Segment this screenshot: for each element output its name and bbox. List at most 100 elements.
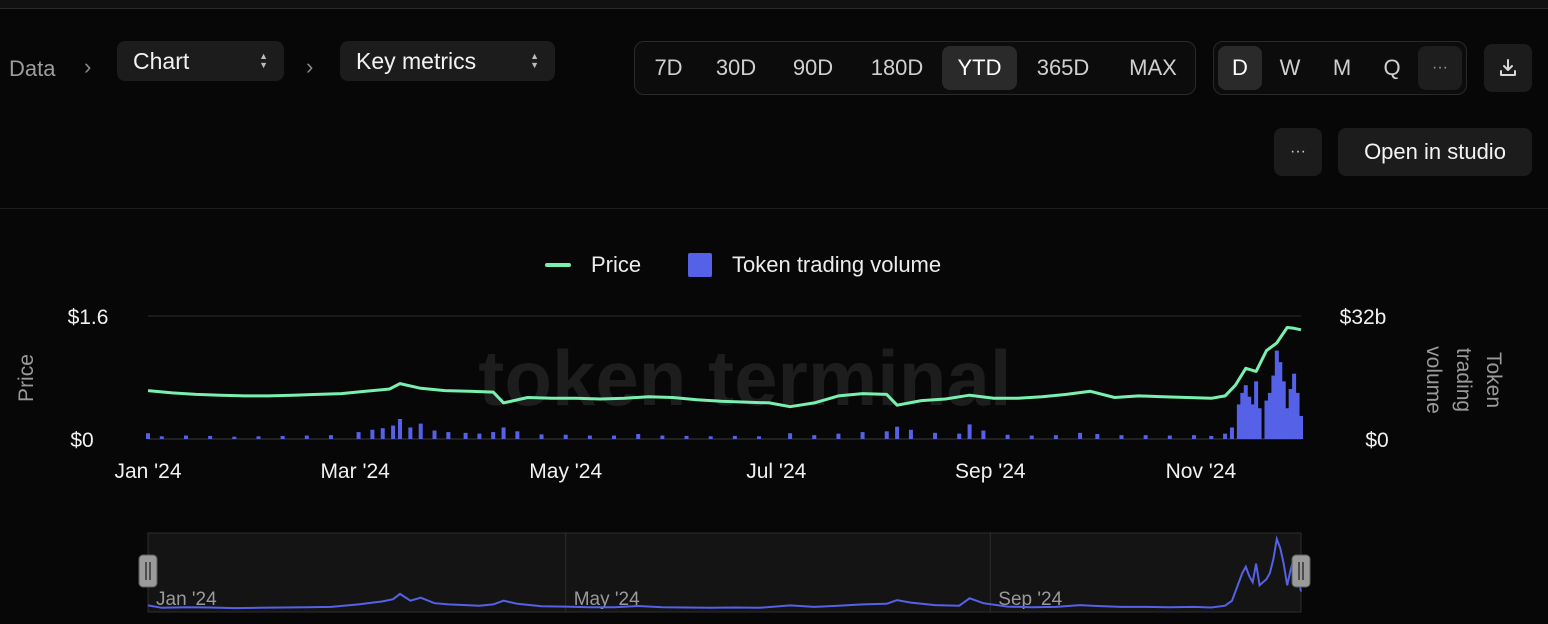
granularity-day-button[interactable]: D xyxy=(1218,46,1262,90)
y-axis-ticks: $1.6 $0 $32b $0 xyxy=(68,306,1389,452)
chevron-up-down-icon: ▲ ▼ xyxy=(259,51,268,70)
volume-bar xyxy=(612,435,617,439)
metric-select-value: Key metrics xyxy=(356,47,477,74)
volume-bar xyxy=(1191,435,1196,439)
range-ytd-button[interactable]: YTD xyxy=(942,46,1017,90)
navigator-left-handle[interactable] xyxy=(138,554,158,588)
volume-bar xyxy=(895,426,900,439)
volume-bar xyxy=(1250,404,1255,439)
x-tick-label: Nov '24 xyxy=(1166,460,1237,483)
volume-bar xyxy=(232,436,237,439)
volume-bar xyxy=(539,434,544,439)
granularity-more-button[interactable]: ··· xyxy=(1418,46,1462,90)
volume-bar xyxy=(501,427,506,439)
volume-bar xyxy=(1209,435,1214,439)
volume-bar xyxy=(183,435,188,439)
y-right-axis-label-word: trading xyxy=(1452,348,1475,412)
metric-select[interactable]: Key metrics ▲ ▼ xyxy=(340,41,555,81)
volume-bar xyxy=(812,435,817,439)
chart-grid xyxy=(148,315,1301,440)
volume-bar xyxy=(1095,434,1100,439)
volume-bar xyxy=(391,425,396,439)
y-left-tick-min: $0 xyxy=(70,429,93,452)
legend-label-price: Price xyxy=(591,252,642,277)
volume-bar xyxy=(1257,408,1262,439)
volume-bar xyxy=(563,434,568,439)
volume-bar xyxy=(1223,433,1228,439)
volume-bar xyxy=(967,424,972,439)
toolbar: Data › Chart ▲ ▼ › Key metrics ▲ ▼ 7D 30D … xyxy=(0,8,1548,209)
range-30d-button[interactable]: 30D xyxy=(715,55,757,80)
volume-bar xyxy=(418,423,423,439)
volume-bar xyxy=(370,429,375,439)
download-button[interactable] xyxy=(1484,44,1532,92)
chevron-up-down-icon: ▲ ▼ xyxy=(530,51,539,70)
volume-bar xyxy=(757,436,762,439)
more-options-button[interactable]: ··· xyxy=(1274,128,1322,176)
range-90d-button[interactable]: 90D xyxy=(792,55,834,80)
range-180d-button[interactable]: 180D xyxy=(870,55,924,80)
volume-bar xyxy=(660,435,665,439)
y-left-tick-max: $1.6 xyxy=(68,306,109,329)
volume-bar xyxy=(1167,435,1172,439)
volume-bar xyxy=(446,432,451,439)
volume-bar xyxy=(1229,427,1234,439)
volume-bar xyxy=(957,433,962,439)
volume-bar xyxy=(1288,389,1293,439)
volume-bar xyxy=(636,434,641,439)
volume-bar xyxy=(280,435,285,439)
y-left-axis-label: Price xyxy=(15,354,38,402)
y-right-tick-min: $0 xyxy=(1365,429,1388,452)
volume-bar xyxy=(708,436,713,439)
range-max-button[interactable]: MAX xyxy=(1129,55,1177,80)
x-tick-label: Jul '24 xyxy=(746,460,806,483)
granularity-month-button[interactable]: M xyxy=(1332,55,1352,80)
time-range-group: 7D 30D 90D 180D YTD 365D MAX xyxy=(634,41,1196,95)
volume-bar xyxy=(981,430,986,439)
volume-bar xyxy=(860,432,865,439)
volume-bar xyxy=(1078,432,1083,439)
legend-item-volume[interactable]: Token trading volume xyxy=(688,252,941,278)
volume-bar xyxy=(356,432,361,439)
navigator-right-handle[interactable] xyxy=(1291,554,1311,588)
granularity-week-button[interactable]: W xyxy=(1279,55,1301,80)
breadcrumb-data[interactable]: Data xyxy=(9,56,56,81)
navigator-tick-label: Sep '24 xyxy=(998,589,1062,610)
volume-bar xyxy=(1029,435,1034,439)
volume-bar xyxy=(1240,392,1245,439)
granularity-quarter-button[interactable]: Q xyxy=(1383,55,1401,80)
y-right-axis-label: Token trading volume xyxy=(1422,346,1505,414)
legend-item-price[interactable]: Price xyxy=(545,252,641,278)
volume-bar xyxy=(146,433,150,439)
open-in-studio-button[interactable]: Open in studio xyxy=(1338,128,1532,176)
volume-bar xyxy=(1267,392,1272,439)
volume-bar xyxy=(304,435,309,439)
volume-bar xyxy=(1274,350,1279,439)
volume-bar xyxy=(1299,415,1303,439)
volume-bars xyxy=(146,350,1303,439)
range-365d-button[interactable]: 365D xyxy=(1036,55,1090,80)
y-right-tick-max: $32b xyxy=(1340,306,1387,329)
x-tick-label: Sep '24 xyxy=(955,460,1026,483)
chevron-right-icon: › xyxy=(84,54,92,79)
navigator-volume-line xyxy=(147,535,1302,610)
y-right-axis-label-word: volume xyxy=(1422,346,1445,414)
volume-bar xyxy=(256,436,261,439)
volume-bar xyxy=(1292,373,1297,439)
volume-bar xyxy=(432,430,437,439)
volume-bar xyxy=(587,435,592,439)
view-select[interactable]: Chart ▲ ▼ xyxy=(117,41,284,81)
y-right-axis-label-word: Token xyxy=(1482,352,1505,408)
navigator-selection xyxy=(147,532,1302,613)
x-axis-ticks: Jan '24 Mar '24 May '24 Jul '24 Sep '24 Nov '… xyxy=(114,460,1236,483)
volume-bar xyxy=(788,433,793,439)
volume-bar xyxy=(684,435,689,439)
volume-bar xyxy=(884,431,889,439)
navigator-tick-label: Jan '24 xyxy=(156,589,217,610)
view-select-value: Chart xyxy=(133,47,190,74)
x-tick-label: Jan '24 xyxy=(114,460,181,483)
volume-swatch xyxy=(688,253,712,277)
chart-legend: Price Token trading volume xyxy=(0,252,1548,286)
range-7d-button[interactable]: 7D xyxy=(654,55,683,80)
volume-bar xyxy=(1053,435,1058,439)
